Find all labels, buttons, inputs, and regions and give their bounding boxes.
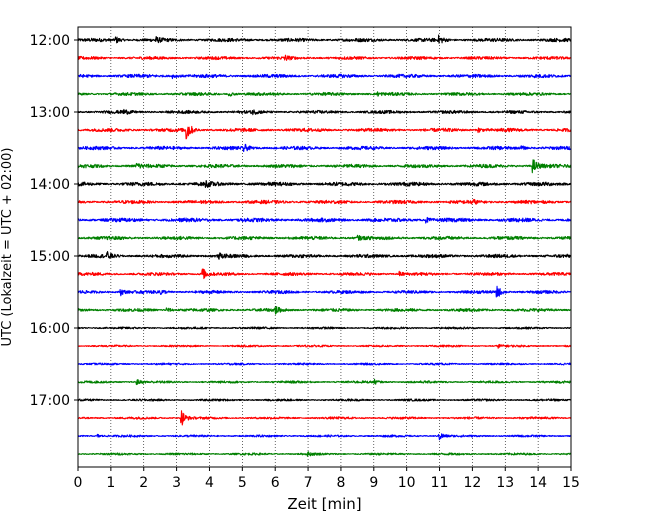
trace-1445 xyxy=(77,234,572,241)
grid-lines xyxy=(110,27,539,467)
trace-1200 xyxy=(77,34,572,44)
trace-1600 xyxy=(77,326,572,330)
x-tick-label: 6 xyxy=(271,475,280,491)
x-tick-label: 5 xyxy=(238,475,247,491)
trace-1530 xyxy=(77,285,572,298)
trace-1615 xyxy=(77,343,572,349)
trace-1345 xyxy=(77,159,572,174)
x-tick-label: 9 xyxy=(369,475,378,491)
x-tick-label: 4 xyxy=(205,475,214,491)
trace-1245 xyxy=(77,91,572,97)
x-tick-label: 1 xyxy=(106,475,115,491)
trace-1500 xyxy=(77,251,572,260)
x-tick-label: 13 xyxy=(496,475,514,491)
trace-1730 xyxy=(77,433,572,441)
trace-1630 xyxy=(77,362,572,366)
trace-1645 xyxy=(77,378,572,386)
trace-1315 xyxy=(77,125,572,140)
trace-1700 xyxy=(77,398,572,402)
x-tick-label: 14 xyxy=(529,475,547,491)
x-tick-label: 10 xyxy=(398,475,416,491)
seismic-traces xyxy=(77,34,572,457)
x-tick-label: 12 xyxy=(463,475,481,491)
x-axis-label: Zeit [min] xyxy=(287,495,361,513)
plot-frame xyxy=(77,26,572,468)
x-tick-label: 2 xyxy=(139,475,148,491)
y-axis-label: UTC (Lokalzeit = UTC + 02:00) xyxy=(0,148,15,347)
trace-1745 xyxy=(77,451,572,457)
trace-1415 xyxy=(77,198,572,205)
y-tick-label: 14:00 xyxy=(30,177,70,193)
trace-1515 xyxy=(77,268,572,280)
trace-1545 xyxy=(77,306,572,315)
x-tick-label: 11 xyxy=(431,475,449,491)
trace-1300 xyxy=(77,108,572,116)
y-tick-label: 17:00 xyxy=(30,393,70,409)
x-tick-label: 0 xyxy=(74,475,83,491)
x-axis: 0 1 2 3 4 5 6 7 8 9 10 11 12 13 14 15 xyxy=(74,467,580,491)
y-tick-label: 12:00 xyxy=(30,33,70,49)
x-tick-label: 7 xyxy=(304,475,313,491)
y-tick-label: 16:00 xyxy=(30,321,70,337)
trace-1715 xyxy=(77,410,572,426)
y-tick-label: 15:00 xyxy=(30,249,70,265)
y-tick-label: 13:00 xyxy=(30,105,70,121)
y-axis: 12:00 13:00 14:00 15:00 16:00 17:00 xyxy=(30,33,78,409)
trace-1215 xyxy=(77,54,572,61)
trace-1400 xyxy=(77,179,572,189)
x-tick-label: 8 xyxy=(336,475,345,491)
trace-1330 xyxy=(77,143,572,153)
trace-1230 xyxy=(77,73,572,80)
trace-1430 xyxy=(77,216,572,224)
x-tick-label: 3 xyxy=(172,475,181,491)
x-tick-label: 15 xyxy=(562,475,580,491)
